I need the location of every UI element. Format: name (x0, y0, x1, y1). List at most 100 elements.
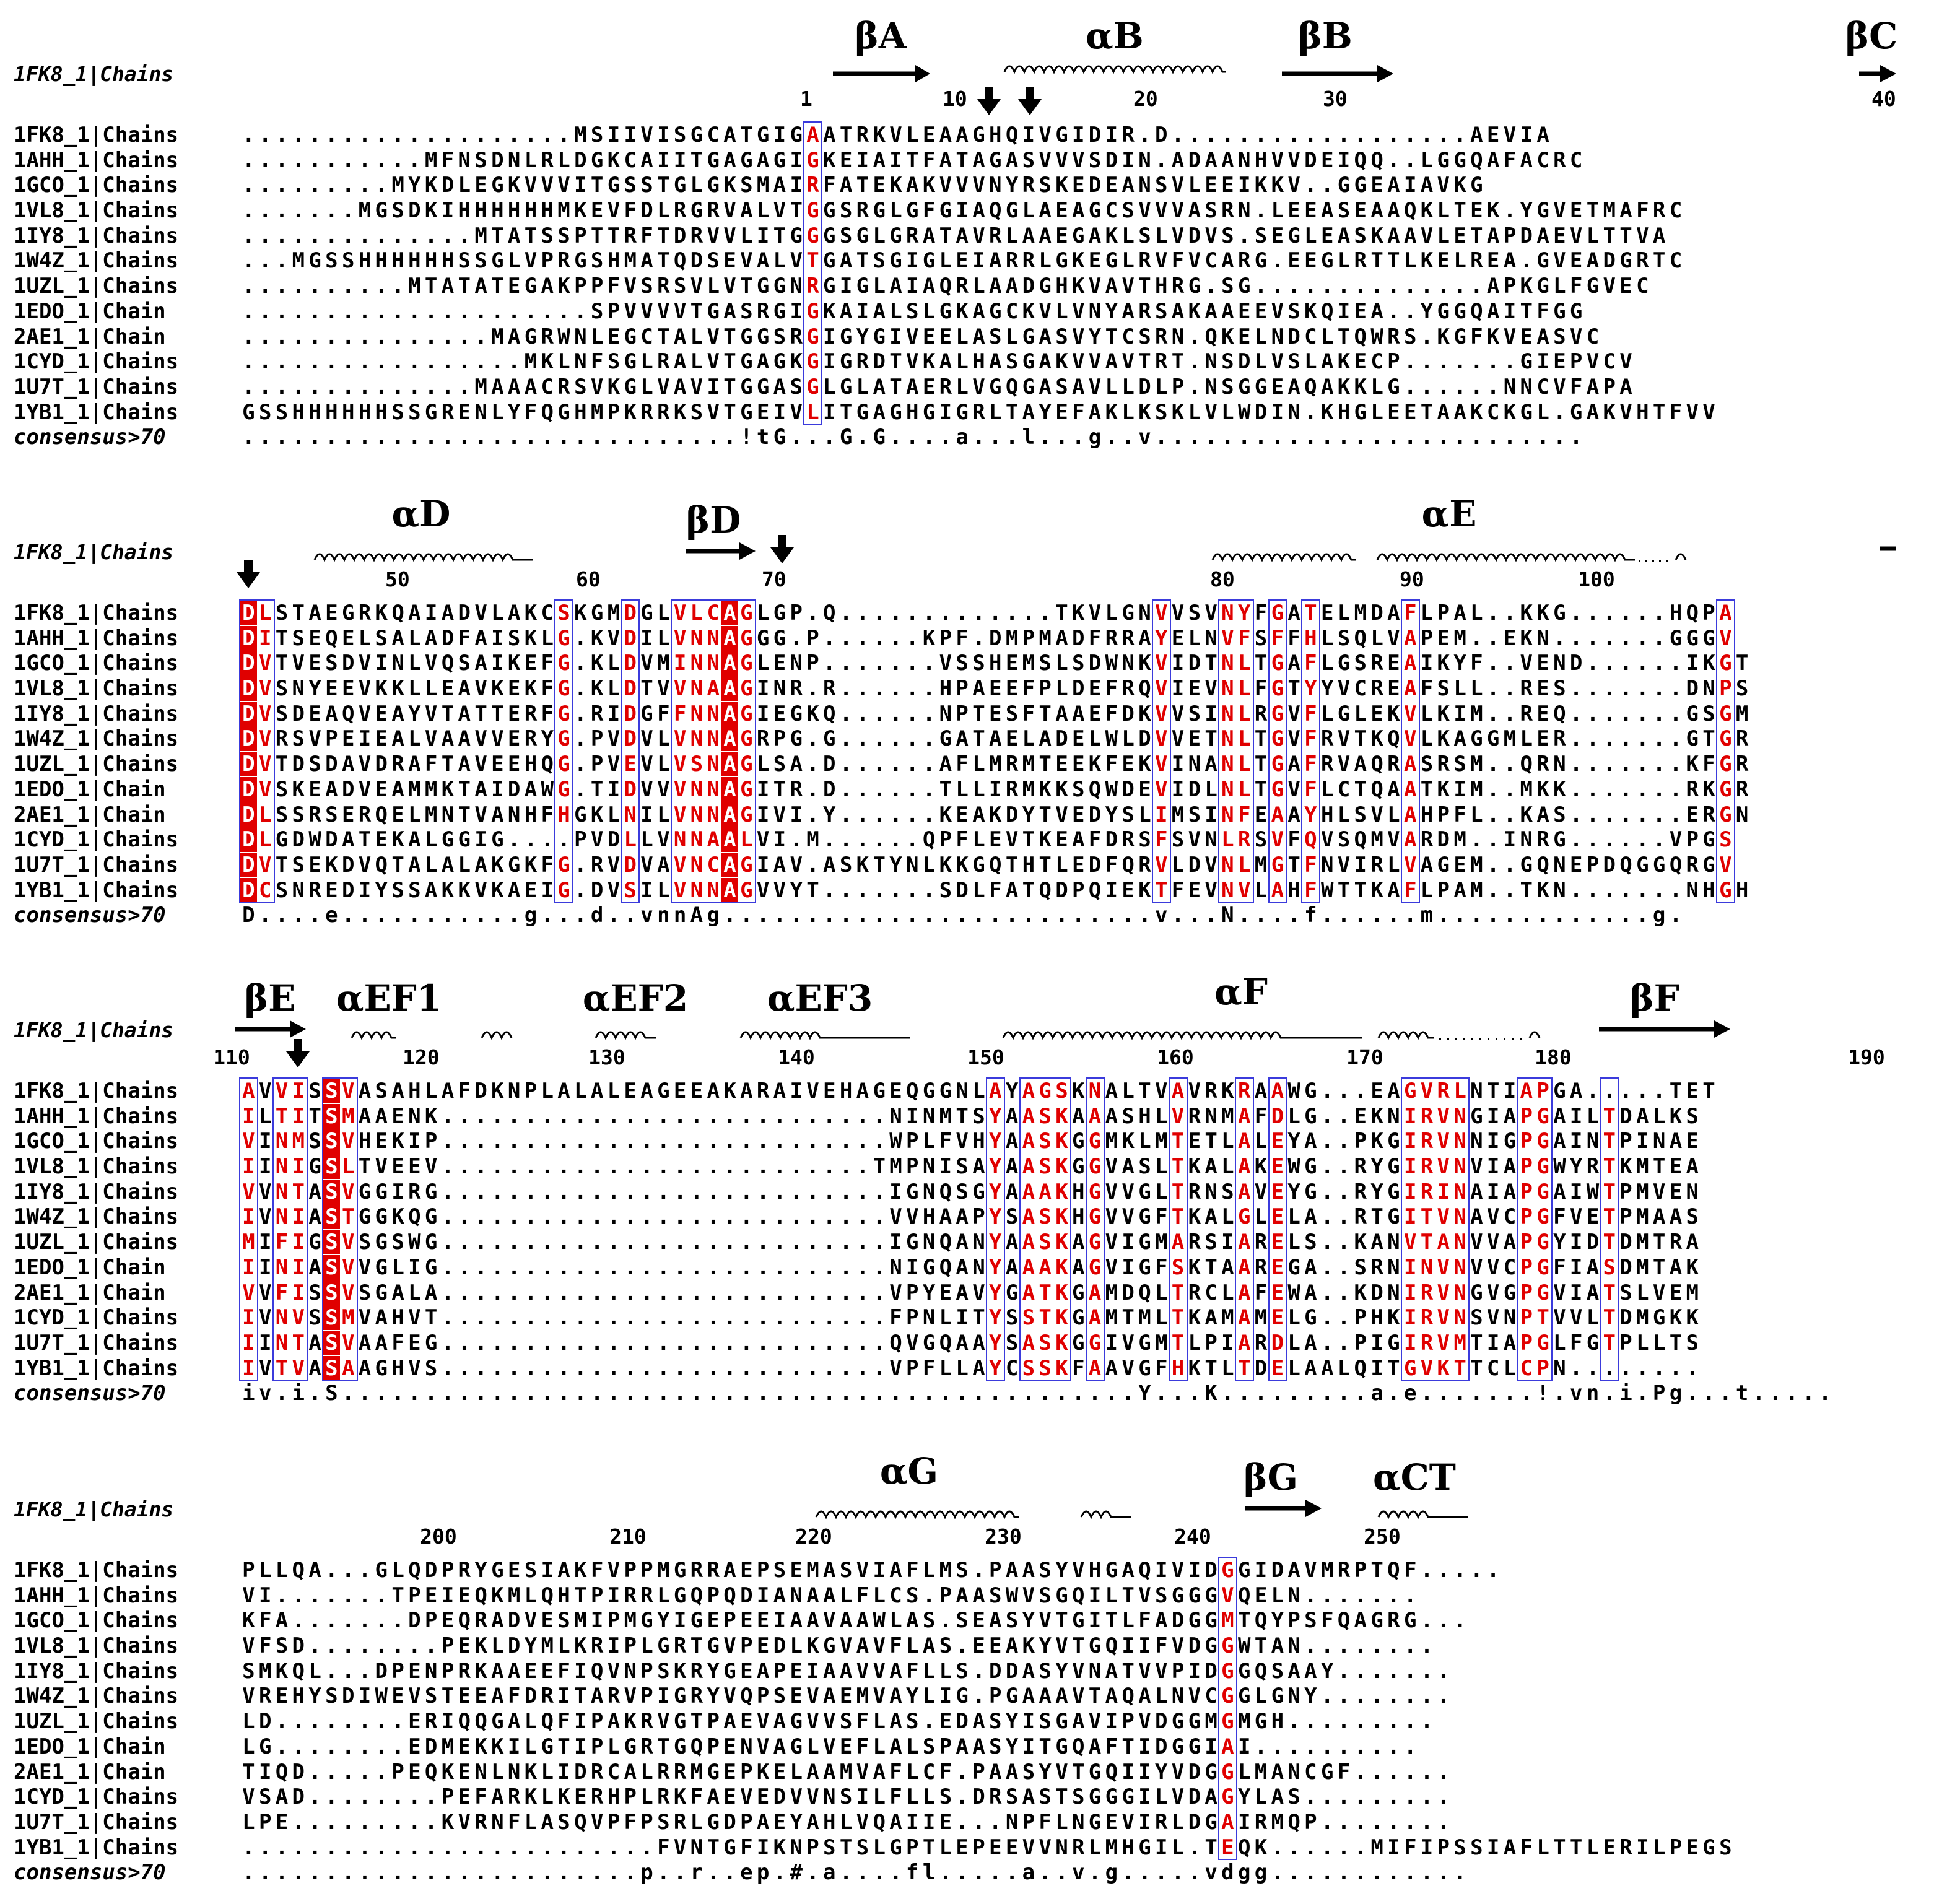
ss-label: βG (1243, 1456, 1299, 1498)
ruler-tick: 1 (800, 87, 812, 111)
sequence-row: 1EDO_1|Chain D V S K E A D V E A M M K T A I D A W G. T I D V V V N… (0, 776, 1934, 802)
sequence-name: 1GCO_1|Chains (14, 1608, 179, 1633)
sequence-name: 1VL8_1|Chains (14, 676, 179, 702)
consensus-sequence: ........................ p.. r.. e p. #. a....… (242, 1860, 1466, 1885)
sequence-row: 1VL8_1|Chains I I N I G S L T V E E V...............… (0, 1153, 1934, 1180)
alignment-rows-1: 1FK8_1|Chains .................... M S I I V I S… (0, 121, 1934, 450)
sequence-name: 1U7T_1|Chains (14, 1809, 179, 1835)
sequence-name: 1UZL_1|Chains (14, 1709, 179, 1734)
strand-arrow-betaC (1859, 65, 1896, 82)
sequence-row: 1U7T_1|Chains I I N T A S V A A F E G...............… (0, 1329, 1934, 1355)
ruler-tick: 240 (1174, 1524, 1211, 1549)
ruler-tick: 110 (213, 1045, 250, 1069)
sequence-row: 2AE1_1|Chain T I Q D..... P E Q K E N L N K L I D R C A L R R M… (0, 1758, 1934, 1784)
helix-coil-alphaCT (1377, 1510, 1468, 1519)
site-arrow-2 (1018, 87, 1042, 115)
sequence-name: 1W4Z_1|Chains (14, 1684, 179, 1709)
ss-label: αE (1421, 493, 1477, 535)
consensus-label: consensus>70 (14, 903, 166, 928)
strand-arrow-betaG (1245, 1500, 1322, 1517)
sequence-row: 1GCO_1|Chains D V T V E S D V I N L V Q S A I K E F G. K L D V M I… (0, 650, 1934, 676)
consensus-row: consensus>70 i v. i. S......................… (0, 1380, 1934, 1406)
strand-arrow-betaD (686, 542, 756, 560)
sequence-name: 1FK8_1|Chains (14, 1558, 179, 1583)
sequence-row: 1U7T_1|Chains .............. M A A A C R S V K G L V A… (0, 373, 1934, 399)
ss-label: αEF1 (336, 977, 442, 1019)
sequence-row: 1CYD_1|Chains V S A D........ P E F A R K L K E R H P L R K… (0, 1783, 1934, 1809)
sequence-row: 1YB1_1|Chains D C S N R E D I Y S S A K K V K A E I G. D V S I L V… (0, 877, 1934, 903)
sequence-row: 1EDO_1|Chain ..................... S P V V V V T… (0, 298, 1934, 324)
sequence-name: 1YB1_1|Chains (14, 1355, 179, 1381)
ruler-tick: 90 (1400, 567, 1424, 591)
consensus-row: consensus>70 D.... e........... g... d.. v n n A… (0, 902, 1934, 928)
ss-label: αF (1214, 971, 1268, 1013)
ruler-tick: 40 (1871, 87, 1896, 111)
sequence-name: 1FK8_1|Chains (14, 1079, 179, 1103)
site-arrow-3 (237, 560, 260, 588)
reference-sequence-label: 1FK8_1|Chains (14, 1497, 174, 1521)
sequence-name: 1UZL_1|Chains (14, 1230, 179, 1255)
sequence-name: 1IY8_1|Chains (14, 1658, 179, 1684)
sequence-name: 1FK8_1|Chains (14, 601, 179, 625)
helix-coil-tail (1675, 553, 1687, 560)
sequence-row: 1UZL_1|Chains .......... M T A T A T E G A K P P F V S R S… (0, 272, 1934, 298)
reference-sequence-label: 1FK8_1|Chains (14, 62, 174, 86)
sequence-name: 1EDO_1|Chain (14, 1734, 166, 1759)
sequence-name: 1VL8_1|Chains (14, 1154, 179, 1180)
ruler-tick: 180 (1535, 1045, 1572, 1069)
sequence-name: 1VL8_1|Chains (14, 198, 179, 224)
helix-coil-alphaG (815, 1510, 1019, 1519)
sequence-row: 1FK8_1|Chains .................... M S I I V I S… (0, 121, 1934, 147)
sequence-name: 2AE1_1|Chain (14, 802, 166, 827)
sequence-name: 1U7T_1|Chains (14, 1330, 179, 1355)
site-arrow-4 (770, 535, 794, 563)
reference-sequence-label: 1FK8_1|Chains (14, 1018, 174, 1042)
ss-graphics-3 (235, 1020, 1730, 1067)
ruler-tick: 120 (403, 1045, 440, 1069)
ruler-tick: 220 (795, 1524, 832, 1549)
consensus-row: consensus>70 ........................ p.. r… (0, 1859, 1934, 1885)
consensus-label: consensus>70 (14, 1860, 166, 1885)
sequence-name: 1GCO_1|Chains (14, 173, 179, 198)
position-ruler-2: 50 60 70 80 90 100 (0, 567, 1934, 592)
sequence-name: 1AHH_1|Chains (14, 1583, 179, 1608)
secondary-structure-track-1: βA αB βB βC 1FK8_1|Chains (0, 0, 1934, 115)
sequence-name: 1VL8_1|Chains (14, 1633, 179, 1659)
secondary-structure-track-3: βE αEF1 αEF2 αEF3 αF βF 1FK8_1|Chains (0, 956, 1934, 1067)
helix-coil-alphaF-2 (1377, 1031, 1434, 1040)
ss-label: βD (686, 499, 741, 541)
position-ruler-4: 200 210 220 230 240 250 (0, 1524, 1934, 1549)
sequence-row: 1FK8_1|Chains A V V I S S V A S A H L A F D K N P L A L A L E A G E… (0, 1077, 1934, 1103)
sequence-name: 1UZL_1|Chains (14, 274, 179, 299)
sequence-row: 1GCO_1|Chains K F A....... D P E Q R A D V E S M I P M G Y I… (0, 1607, 1934, 1633)
ss-label: βB (1298, 15, 1352, 57)
ss-label: βA (855, 15, 907, 57)
reference-sequence-label: 1FK8_1|Chains (14, 540, 174, 564)
sequence-name: 2AE1_1|Chain (14, 1280, 166, 1305)
sequence-row: 1CYD_1|Chains I V N V S S M V A H V T...............… (0, 1304, 1934, 1331)
sequence-row: 1EDO_1|Chain L G........ E D M E K K I L G T I P L G R T G Q… (0, 1733, 1934, 1759)
secondary-structure-track-2: αD βD αE 1FK8_1|Chains (0, 478, 1934, 588)
sequence-row: 1FK8_1|Chains D L S T A E G R K Q A I A D V L A K C S K G M D G L V… (0, 599, 1934, 625)
sequence-row: 1UZL_1|Chains D V T D S D A V D R A F T A V E E H Q G. P V E V L V… (0, 750, 1934, 777)
